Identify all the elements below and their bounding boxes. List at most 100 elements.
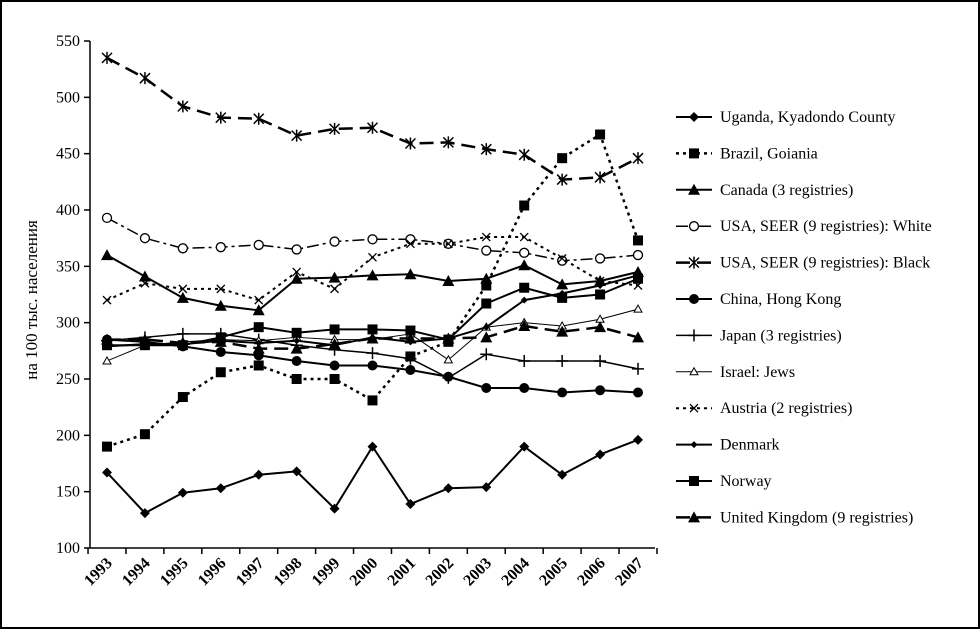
data-point (215, 346, 226, 357)
data-point (481, 383, 492, 394)
data-point (594, 171, 606, 184)
series-8 (102, 232, 643, 305)
series-line (106, 217, 639, 262)
data-point (293, 337, 301, 345)
data-point (139, 72, 151, 85)
data-point (329, 236, 340, 247)
data-point (481, 280, 492, 291)
data-point (328, 271, 341, 283)
y-tick-label: 150 (56, 484, 80, 501)
y-tick-label: 350 (56, 258, 80, 275)
series-11 (101, 320, 644, 354)
data-point (102, 467, 112, 478)
data-point (519, 383, 530, 394)
data-point (404, 332, 417, 344)
data-point (518, 259, 531, 271)
y-tick-label: 100 (56, 540, 80, 557)
data-point (633, 273, 643, 284)
data-point (214, 335, 227, 347)
legend-item: China, Hong Kong (676, 291, 841, 308)
data-point (442, 332, 455, 344)
data-point (556, 278, 569, 290)
data-point (556, 325, 569, 337)
legend-swatch-marker (688, 221, 700, 232)
data-point (632, 362, 644, 375)
data-point (367, 234, 378, 245)
x-axis: 1993 1994 1995 1996 1997 1998 1999 2000 2001 2002… (81, 547, 658, 590)
series-4 (101, 51, 644, 186)
legend-swatch-marker (689, 294, 699, 304)
data-point (482, 323, 490, 331)
x-tick-label: 2002 (423, 555, 458, 590)
data-point (518, 148, 530, 161)
data-point (216, 284, 226, 294)
data-point (177, 100, 189, 113)
x-tick-label: 1996 (195, 555, 230, 590)
y-axis: 100 150 200 250 300 350 400 450 500 550 (56, 33, 91, 557)
legend-item: Austria (2 registries) (676, 400, 852, 417)
y-tick-label: 250 (56, 371, 80, 388)
data-point (404, 352, 417, 365)
data-point (291, 355, 302, 366)
data-point (254, 295, 264, 305)
x-tick-label: 2004 (498, 555, 533, 590)
data-point (596, 281, 604, 289)
x-tick-label: 1994 (119, 555, 154, 590)
legend-swatch-marker (689, 148, 699, 159)
data-point (594, 253, 606, 264)
data-point (290, 272, 303, 284)
legend-label: United Kingdom (9 registries) (720, 509, 913, 526)
legend-label: USA, SEER (9 registries): Black (720, 255, 930, 272)
data-point (329, 360, 340, 371)
data-point (632, 249, 644, 261)
data-point (595, 276, 605, 286)
legend-item: United Kingdom (9 registries) (676, 509, 913, 526)
data-point (176, 336, 189, 348)
data-point (139, 340, 150, 351)
legend-item: Norway (676, 473, 772, 490)
legend-item: USA, SEER (9 registries): Black (676, 255, 930, 272)
legend-swatch-marker (688, 256, 700, 269)
data-point (480, 348, 493, 361)
data-point (366, 121, 379, 134)
data-point (633, 387, 643, 398)
data-point (291, 244, 302, 255)
legend-label: Norway (720, 473, 772, 490)
data-point (176, 291, 189, 303)
data-point (214, 299, 227, 311)
data-point (480, 143, 492, 156)
legend-swatch-marker (689, 476, 699, 486)
legend-item: Canada (3 registries) (676, 182, 853, 199)
data-point (253, 322, 264, 333)
legend-label: Brazil, Goiania (720, 145, 818, 162)
data-point (405, 499, 416, 510)
data-point (557, 153, 568, 164)
data-point (102, 340, 112, 351)
legend-label: Uganda, Kyadondo County (720, 109, 896, 126)
data-point (557, 387, 568, 398)
data-point (215, 367, 226, 378)
legend-item: Japan (3 registries) (676, 327, 842, 344)
data-point (595, 385, 606, 396)
data-point (366, 347, 379, 360)
x-tick-label: 1998 (271, 555, 306, 590)
legend-swatch-marker (688, 511, 700, 523)
data-point (518, 354, 531, 367)
data-point (252, 342, 265, 354)
data-point (101, 212, 113, 224)
data-point (139, 429, 150, 440)
data-point (481, 298, 492, 309)
x-tick-label: 1993 (81, 555, 116, 590)
legend-swatch-marker (689, 112, 699, 122)
data-point (595, 449, 606, 460)
data-point (252, 304, 265, 316)
x-tick-label: 2007 (612, 555, 647, 590)
legend-swatch-marker (689, 403, 699, 413)
data-point (405, 325, 416, 336)
data-point (557, 469, 568, 480)
x-tick-label: 2003 (460, 555, 495, 590)
data-point (328, 338, 341, 350)
data-point (481, 482, 492, 493)
data-point (366, 332, 379, 344)
y-tick-label: 200 (56, 427, 80, 444)
